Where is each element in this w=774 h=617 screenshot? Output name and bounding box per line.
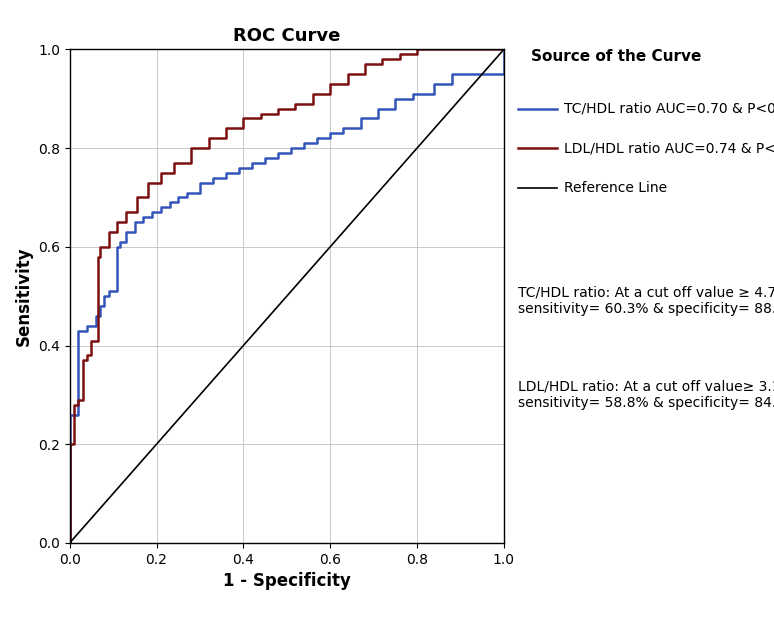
Title: ROC Curve: ROC Curve [233,27,341,45]
LDL/HDL ratio AUC=0.74 & P<0.001 [413,46,422,53]
X-axis label: 1 - Specificity: 1 - Specificity [223,572,351,590]
TC/HDL ratio AUC=0.70 & P<0.001 [260,154,269,162]
Y-axis label: Sensitivity: Sensitivity [15,246,33,346]
TC/HDL ratio AUC=0.70 & P<0.001 [115,238,125,246]
TC/HDL ratio AUC=0.70 & P<0.001 [148,213,157,221]
LDL/HDL ratio AUC=0.74 & P<0.001 [82,357,91,364]
TC/HDL ratio AUC=0.70 & P<0.001 [286,149,296,157]
LDL/HDL ratio AUC=0.74 & P<0.001 [499,46,509,53]
LDL/HDL ratio AUC=0.74 & P<0.001 [273,110,283,117]
LDL/HDL ratio AUC=0.74 & P<0.001 [273,105,283,112]
TC/HDL ratio AUC=0.70 & P<0.001 [100,302,109,310]
Line: LDL/HDL ratio AUC=0.74 & P<0.001: LDL/HDL ratio AUC=0.74 & P<0.001 [70,49,504,543]
Text: Reference Line: Reference Line [564,181,668,194]
Text: Source of the Curve: Source of the Curve [531,49,701,64]
LDL/HDL ratio AUC=0.74 & P<0.001 [65,539,74,547]
Text: TC/HDL ratio: At a cut off value ≥ 4.7,
sensitivity= 60.3% & specificity= 88.5%.: TC/HDL ratio: At a cut off value ≥ 4.7, … [519,286,774,317]
TC/HDL ratio AUC=0.70 & P<0.001 [235,169,244,176]
Text: LDL/HDL ratio: At a cut off value≥ 3.1,
sensitivity= 58.8% & specificity= 84.6%.: LDL/HDL ratio: At a cut off value≥ 3.1, … [519,380,774,410]
LDL/HDL ratio AUC=0.74 & P<0.001 [221,125,231,132]
TC/HDL ratio AUC=0.70 & P<0.001 [499,46,509,53]
TC/HDL ratio AUC=0.70 & P<0.001 [65,539,74,547]
LDL/HDL ratio AUC=0.74 & P<0.001 [156,179,166,186]
LDL/HDL ratio AUC=0.74 & P<0.001 [187,144,196,152]
Line: TC/HDL ratio AUC=0.70 & P<0.001: TC/HDL ratio AUC=0.70 & P<0.001 [70,49,504,543]
Text: TC/HDL ratio AUC=0.70 & P<0.001: TC/HDL ratio AUC=0.70 & P<0.001 [564,102,774,115]
Text: LDL/HDL ratio AUC=0.74 & P<0.001: LDL/HDL ratio AUC=0.74 & P<0.001 [564,141,774,155]
